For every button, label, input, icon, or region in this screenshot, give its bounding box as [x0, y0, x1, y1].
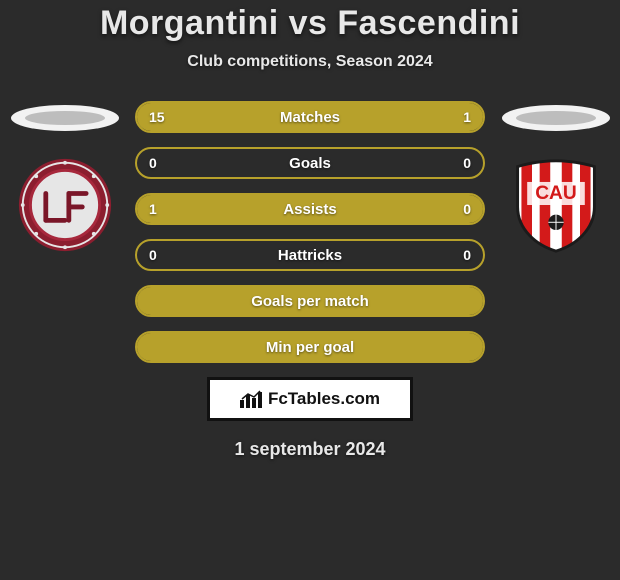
stat-label: Min per goal	[266, 339, 354, 356]
brand-label: FcTables.com	[268, 389, 380, 409]
stat-value-right: 0	[463, 201, 471, 217]
stat-bar: Min per goal	[135, 331, 485, 363]
stat-label: Matches	[280, 109, 340, 126]
svg-text:CAU: CAU	[535, 183, 577, 204]
stat-bar: Goals per match	[135, 285, 485, 317]
player-right-column: CAU	[497, 101, 614, 253]
stat-value-left: 1	[149, 201, 157, 217]
subtitle: Club competitions, Season 2024	[0, 53, 620, 71]
stat-bar: 15 1 Matches	[135, 101, 485, 133]
stat-label: Goals	[289, 155, 331, 172]
player-left-avatar-placeholder	[10, 103, 120, 133]
brand-chart-icon	[240, 390, 262, 408]
stat-bar: 1 0 Assists	[135, 193, 485, 225]
stat-value-right: 0	[463, 155, 471, 171]
player-right-club-badge: CAU	[508, 157, 604, 253]
stat-value-left: 0	[149, 247, 157, 263]
player-left-column	[6, 101, 123, 253]
page-title: Morgantini vs Fascendini	[0, 4, 620, 43]
stat-label: Goals per match	[251, 293, 369, 310]
stat-label: Hattricks	[278, 247, 342, 264]
stat-bar: 0 0 Goals	[135, 147, 485, 179]
brand-badge[interactable]: FcTables.com	[207, 377, 413, 421]
comparison-row: 15 1 Matches 0 0 Goals 1 0 Assists 0 0 Hattricks Goa…	[0, 101, 620, 363]
stat-bar: 0 0 Hattricks	[135, 239, 485, 271]
stat-value-right: 1	[463, 109, 471, 125]
stats-column: 15 1 Matches 0 0 Goals 1 0 Assists 0 0 Hattricks Goa…	[135, 101, 485, 363]
stat-fill-left	[137, 103, 407, 131]
stat-fill-right	[407, 103, 483, 131]
stat-value-right: 0	[463, 247, 471, 263]
stat-value-left: 15	[149, 109, 165, 125]
player-left-club-badge	[17, 157, 113, 253]
date-caption: 1 september 2024	[0, 439, 620, 460]
player-right-avatar-placeholder	[501, 103, 611, 133]
stat-value-left: 0	[149, 155, 157, 171]
stat-label: Assists	[283, 201, 336, 218]
